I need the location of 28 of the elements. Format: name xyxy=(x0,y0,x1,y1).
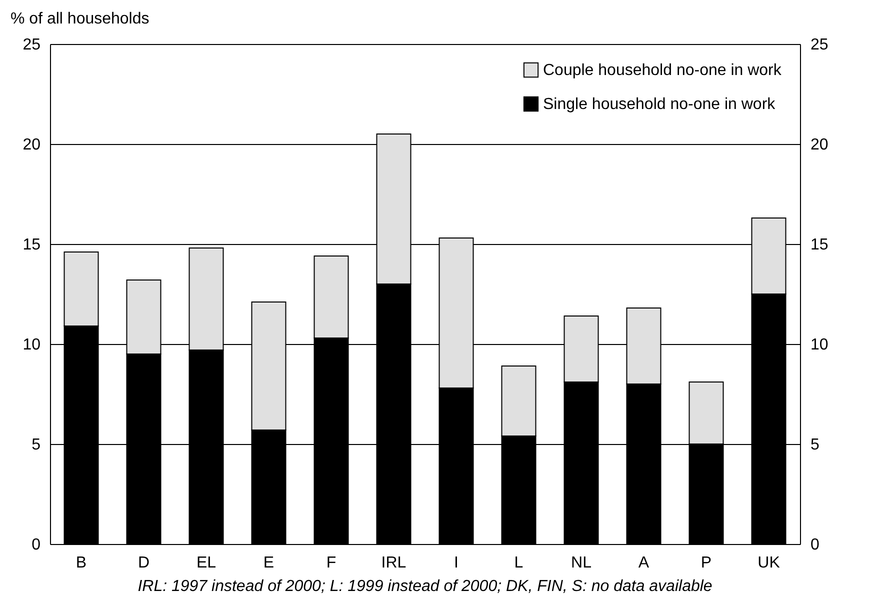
legend-label: Single household no-one in work xyxy=(543,96,776,113)
y-axis-title: % of all households xyxy=(10,10,150,28)
x-tick-label: UK xyxy=(758,554,780,572)
y2-tick-label: 0 xyxy=(810,536,820,554)
x-tick-label: A xyxy=(638,554,650,572)
x-tick-label: L xyxy=(514,554,524,572)
x-tick-label: P xyxy=(700,554,712,572)
y2-tick-label: 25 xyxy=(810,36,828,54)
y-tick-label: 25 xyxy=(22,36,41,54)
x-tick-label: F xyxy=(326,554,336,572)
x-tick-label: B xyxy=(76,554,87,572)
x-tick-label: I xyxy=(454,554,458,572)
x-tick-label: EL xyxy=(196,554,216,572)
y-tick-label: 0 xyxy=(32,536,41,554)
x-tick-label: NL xyxy=(571,554,592,572)
y2-tick-label: 20 xyxy=(810,136,828,154)
x-tick-label: IRL xyxy=(381,554,406,572)
y-tick-label: 10 xyxy=(22,336,41,354)
legend-label: Couple household no-one in work xyxy=(543,62,782,79)
y2-tick-label: 5 xyxy=(810,436,820,454)
x-tick-label: E xyxy=(263,554,274,572)
y-tick-label: 15 xyxy=(22,236,41,254)
y2-tick-label: 10 xyxy=(810,336,828,354)
text: IRL: 1997 instead of 2000; L: 1999 instead of 2000; DK, FIN, S: no data available xyxy=(138,578,712,595)
x-tick-label: D xyxy=(138,554,150,572)
y-tick-label: 20 xyxy=(22,136,41,154)
y2-tick-label: 15 xyxy=(810,236,828,254)
y-tick-label: 5 xyxy=(32,436,41,454)
